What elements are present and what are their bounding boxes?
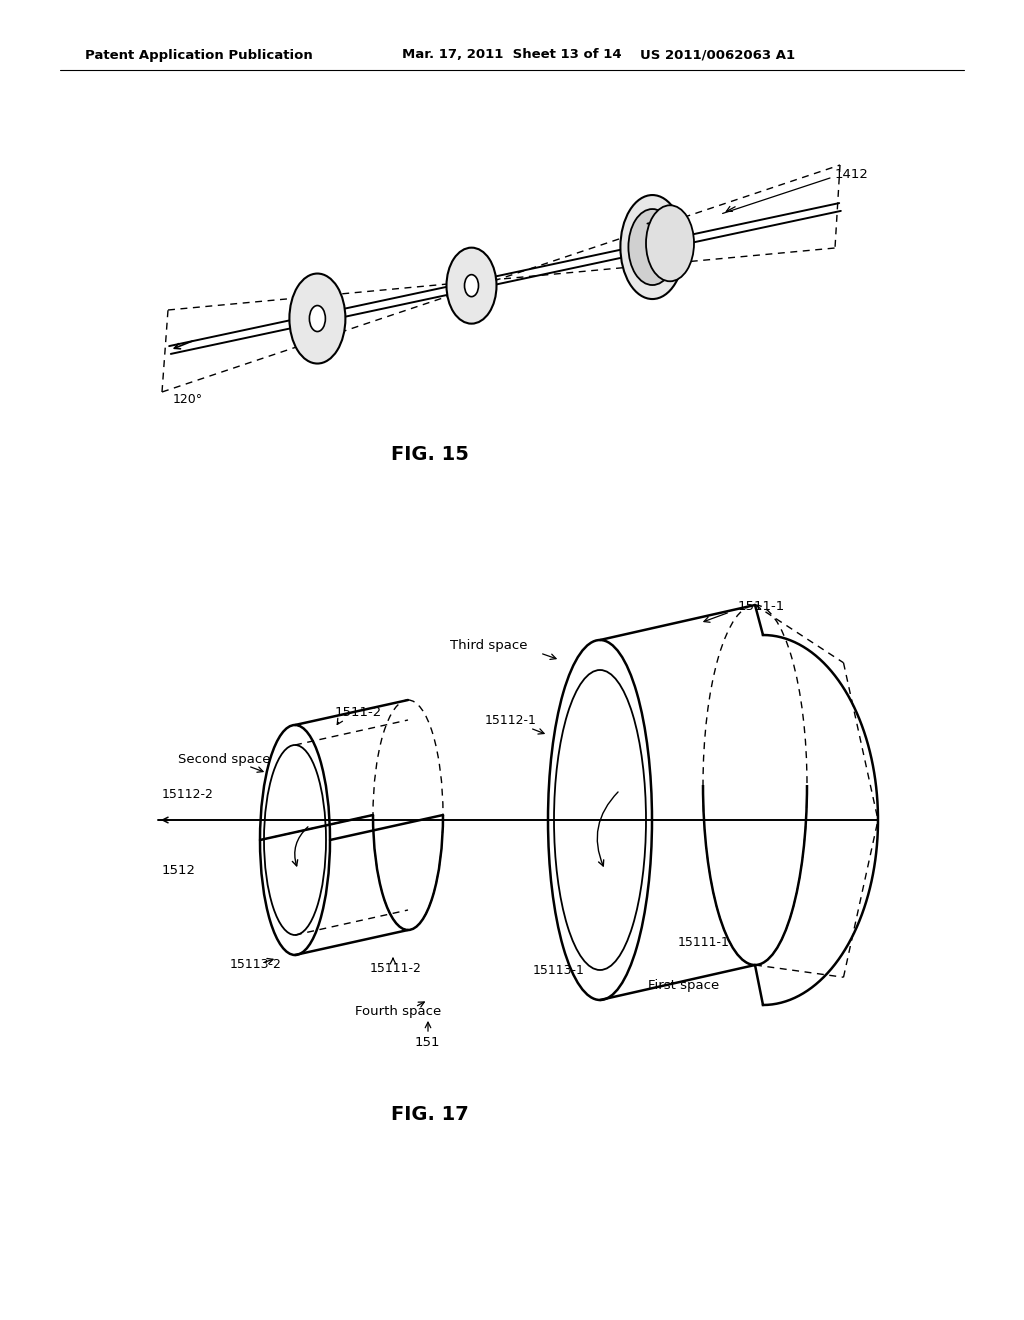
Ellipse shape (290, 273, 345, 363)
Text: Patent Application Publication: Patent Application Publication (85, 49, 312, 62)
Ellipse shape (631, 213, 675, 282)
Text: 15112-1: 15112-1 (485, 714, 537, 726)
Text: 15111-2: 15111-2 (370, 961, 422, 974)
Text: Third space: Third space (450, 639, 527, 652)
Text: 15112-2: 15112-2 (162, 788, 214, 801)
Text: 120°: 120° (173, 393, 203, 407)
Ellipse shape (621, 195, 684, 300)
Text: 15111-1: 15111-1 (678, 936, 730, 949)
Text: Second space: Second space (178, 754, 270, 767)
Text: 1511-1: 1511-1 (738, 599, 785, 612)
Text: 15113-2: 15113-2 (230, 958, 282, 972)
Ellipse shape (646, 206, 694, 281)
Ellipse shape (446, 248, 497, 323)
Text: 1512: 1512 (162, 863, 196, 876)
Ellipse shape (465, 275, 478, 297)
Text: 151: 151 (415, 1035, 439, 1048)
Text: FIG. 15: FIG. 15 (391, 446, 469, 465)
Text: US 2011/0062063 A1: US 2011/0062063 A1 (640, 49, 795, 62)
Text: First space: First space (648, 978, 719, 991)
Text: 1511-2: 1511-2 (335, 705, 382, 718)
Text: Mar. 17, 2011  Sheet 13 of 14: Mar. 17, 2011 Sheet 13 of 14 (402, 49, 622, 62)
Text: Fourth space: Fourth space (355, 1006, 441, 1019)
Text: 1412: 1412 (835, 169, 869, 181)
Ellipse shape (309, 305, 326, 331)
Text: 15113-1: 15113-1 (534, 964, 585, 977)
Text: FIG. 17: FIG. 17 (391, 1106, 469, 1125)
Ellipse shape (629, 209, 677, 285)
